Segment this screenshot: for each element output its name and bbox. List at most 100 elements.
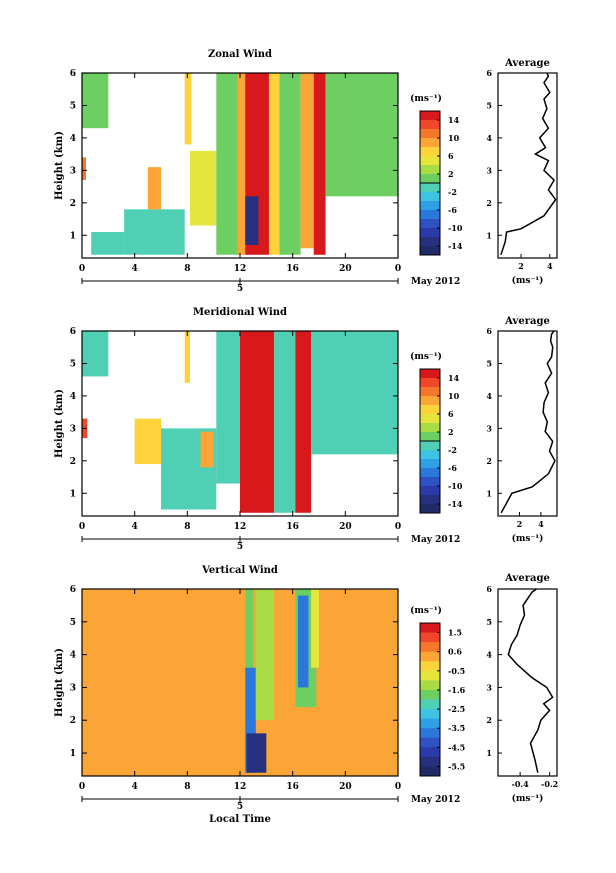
colorbar-swatch [420, 423, 440, 433]
y-tick-label: 4 [70, 392, 76, 402]
y-tick-label: 5 [70, 101, 76, 111]
x-axis-label: Local Time [209, 814, 271, 825]
heatmap-cell-13 [147, 167, 161, 210]
colorbar-swatch [420, 728, 440, 739]
x-tick-label: 16 [286, 264, 299, 274]
colorbar-swatch [420, 201, 440, 211]
colorbar-swatch [420, 441, 440, 451]
y-tick-label: 2 [70, 716, 76, 726]
y-tick-label: 3 [70, 424, 76, 434]
heatmap-cell-8 [313, 73, 326, 255]
x-tick-label: 16 [286, 522, 299, 532]
y-tick-label: 1 [70, 231, 76, 241]
colorbar-tick-label: 14 [448, 373, 460, 383]
heatmap-plot-2 [82, 589, 398, 776]
colorbar-swatch [420, 747, 440, 758]
avg-y-tick-label: 1 [486, 488, 492, 498]
heatmap-plot-1 [82, 331, 398, 513]
y-tick-label: 1 [70, 749, 76, 759]
y-tick-label: 6 [70, 585, 76, 595]
colorbar-tick-label: -2 [448, 187, 457, 197]
heatmap-cell-3 [255, 589, 275, 721]
heatmap-cell-2 [216, 73, 240, 255]
x-tick-label: 0 [79, 782, 85, 792]
avg-x-label: (ms⁻¹) [512, 533, 544, 544]
colorbar-unit: (ms⁻¹) [410, 93, 442, 104]
avg-frame [497, 588, 558, 777]
avg-title: Average [504, 58, 550, 69]
y-tick-label: 4 [70, 651, 76, 661]
heatmap-cell-3 [237, 73, 248, 255]
colorbar-tick-label: -1.6 [448, 685, 466, 695]
heatmap-cell-4 [274, 589, 284, 704]
x-tick-label: 4 [132, 264, 138, 274]
colorbar-tick-label: -10 [448, 481, 463, 491]
x-tick-label: 16 [286, 782, 299, 792]
colorbar-tick-label: -14 [448, 499, 463, 509]
avg-profile-line [500, 72, 557, 256]
colorbar-unit: (ms⁻¹) [410, 605, 442, 616]
colorbar-swatch [420, 378, 440, 388]
avg-x-tick-label: 2 [518, 261, 524, 271]
avg-title: Average [504, 573, 550, 584]
heatmap-cell-6 [274, 331, 296, 513]
avg-y-tick-label: 5 [486, 617, 492, 627]
avg-frame [497, 330, 558, 517]
heatmap-cell-7 [311, 589, 319, 668]
x-tick-label: 20 [339, 782, 352, 792]
heatmap-cell-5 [240, 331, 275, 513]
x-tick-label: 0 [79, 264, 85, 274]
heatmap-cell-1 [134, 418, 161, 465]
x-tick-label: 0 [79, 522, 85, 532]
colorbar-unit: (ms⁻¹) [410, 351, 442, 362]
x-tick-label: 20 [339, 522, 352, 532]
y-tick-label: 2 [70, 199, 76, 209]
colorbar-swatch [420, 680, 440, 691]
heatmap-cell-9 [325, 73, 398, 197]
heatmap-cell-1 [189, 150, 217, 226]
colorbar-swatch [420, 219, 440, 229]
date-day-label: 5 [237, 284, 243, 294]
avg-y-tick-label: 4 [486, 650, 492, 660]
avg-y-tick-label: 6 [486, 326, 492, 336]
colorbar-tick-label: -2 [448, 445, 457, 455]
x-tick-label: 12 [234, 522, 247, 532]
colorbar-tick-label: -6 [448, 205, 457, 215]
avg-y-tick-label: 2 [486, 456, 492, 466]
colorbar-swatch [420, 387, 440, 397]
colorbar-swatch [420, 405, 440, 415]
avg-y-tick-label: 5 [486, 100, 492, 110]
avg-y-tick-label: 3 [486, 682, 492, 692]
avg-x-tick-label: -0.2 [541, 779, 558, 789]
date-day-label: 5 [237, 802, 243, 812]
colorbar-tick-label: -6 [448, 463, 457, 473]
heatmap-cell-5 [268, 73, 280, 255]
colorbar-swatch [420, 642, 440, 653]
heatmap-cell-15 [245, 196, 259, 246]
x-tick-label: 4 [132, 522, 138, 532]
colorbar-tick-label: 2 [448, 169, 454, 179]
date-label: May 2012 [411, 277, 460, 287]
avg-y-tick-label: 4 [486, 133, 492, 143]
heatmap-cell-0 [184, 73, 192, 145]
y-axis-label: Height (km) [54, 131, 65, 200]
avg-x-tick-label: -0.4 [512, 779, 530, 789]
colorbar-tick-label: -14 [448, 241, 463, 251]
x-tick-label: 4 [132, 782, 138, 792]
colorbar-swatch [420, 174, 440, 184]
colorbar-swatch [420, 138, 440, 148]
colorbar-swatch [420, 129, 440, 139]
heatmap-cell-10 [82, 73, 109, 129]
y-axis-label: Height (km) [54, 389, 65, 458]
avg-y-tick-label: 2 [486, 198, 492, 208]
heatmap-cell-4 [216, 331, 240, 484]
colorbar-tick-label: -4.5 [448, 742, 465, 752]
heatmap-cell-14 [82, 157, 86, 181]
colorbar-tick-label: -3.5 [448, 723, 465, 733]
date-day-label: 5 [237, 542, 243, 552]
colorbar-tick-label: -5.5 [448, 761, 465, 771]
colorbar-swatch [420, 156, 440, 166]
avg-frame [497, 72, 558, 259]
x-tick-label: 12 [234, 264, 247, 274]
colorbar-tick-label: -2.5 [448, 704, 465, 714]
